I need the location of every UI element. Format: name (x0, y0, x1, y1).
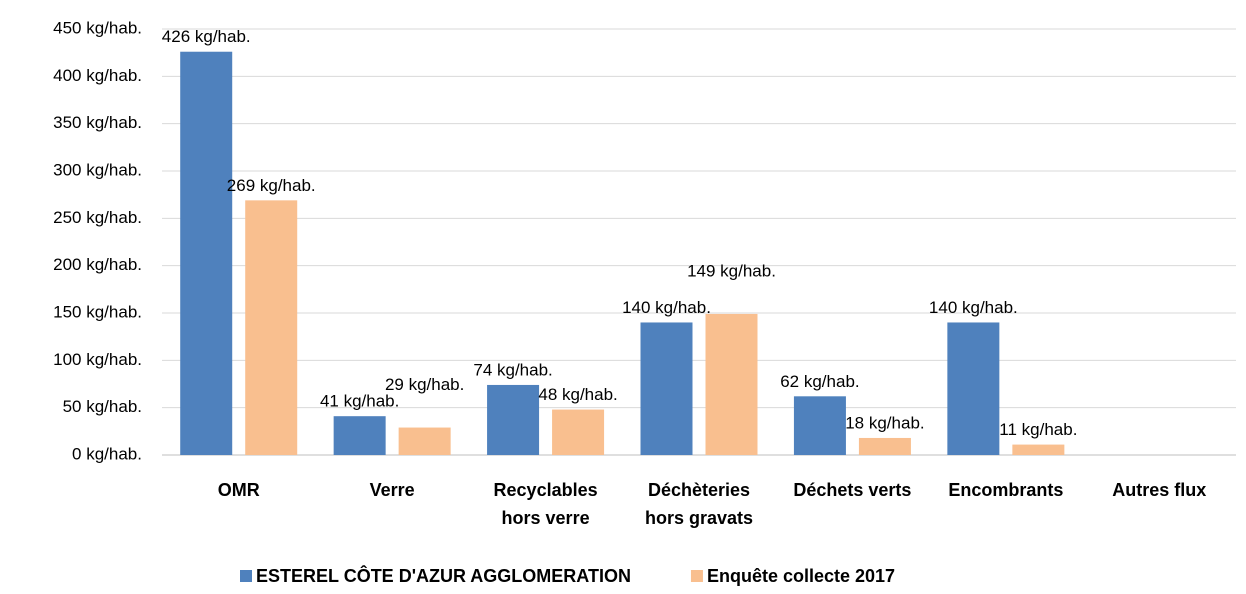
data-label: 48 kg/hab. (538, 385, 617, 404)
data-label: 149 kg/hab. (687, 261, 776, 280)
y-tick-label: 350 kg/hab. (53, 113, 142, 132)
bar (552, 409, 605, 455)
x-tick-label: Encombrants (948, 480, 1063, 500)
y-tick-label: 200 kg/hab. (53, 255, 142, 274)
data-label: 41 kg/hab. (320, 392, 399, 411)
x-tick-label: Déchèteries hors gravats (645, 480, 753, 528)
bar (1012, 444, 1065, 455)
y-tick-label: 300 kg/hab. (53, 160, 142, 179)
y-tick-label: 400 kg/hab. (53, 66, 142, 85)
data-label: 74 kg/hab. (473, 360, 552, 379)
x-tick-label: Verre (370, 480, 415, 500)
bar (333, 416, 386, 455)
data-label: 140 kg/hab. (622, 298, 711, 317)
bar (487, 384, 540, 455)
bar (640, 322, 693, 455)
legend-label: Enquête collecte 2017 (707, 566, 895, 586)
data-label: 18 kg/hab. (845, 413, 924, 432)
bar (947, 322, 1000, 455)
bar (705, 313, 758, 455)
data-label: 269 kg/hab. (227, 176, 316, 195)
y-tick-label: 0 kg/hab. (72, 444, 142, 463)
x-tick-label: Déchets verts (793, 480, 911, 500)
data-label: 426 kg/hab. (162, 27, 251, 46)
x-tick-label: Recyclables hors verre (494, 480, 598, 528)
y-tick-label: 100 kg/hab. (53, 350, 142, 369)
y-tick-label: 450 kg/hab. (53, 18, 142, 37)
data-label: 29 kg/hab. (385, 375, 464, 394)
data-label: 62 kg/hab. (780, 372, 859, 391)
data-label: 140 kg/hab. (929, 298, 1018, 317)
x-tick-label: OMR (218, 480, 260, 500)
bar (245, 200, 298, 455)
data-label: 11 kg/hab. (999, 420, 1077, 439)
x-tick-label: Autres flux (1112, 480, 1206, 500)
bar (180, 51, 233, 455)
legend-label: ESTEREL CÔTE D'AZUR AGGLOMERATION (256, 565, 631, 586)
legend-swatch (240, 570, 252, 582)
bar (398, 427, 451, 455)
y-tick-label: 250 kg/hab. (53, 208, 142, 227)
y-tick-label: 50 kg/hab. (63, 397, 142, 416)
legend-swatch (690, 570, 703, 582)
bar (858, 437, 911, 455)
bar (793, 396, 846, 455)
y-tick-label: 150 kg/hab. (53, 302, 142, 321)
